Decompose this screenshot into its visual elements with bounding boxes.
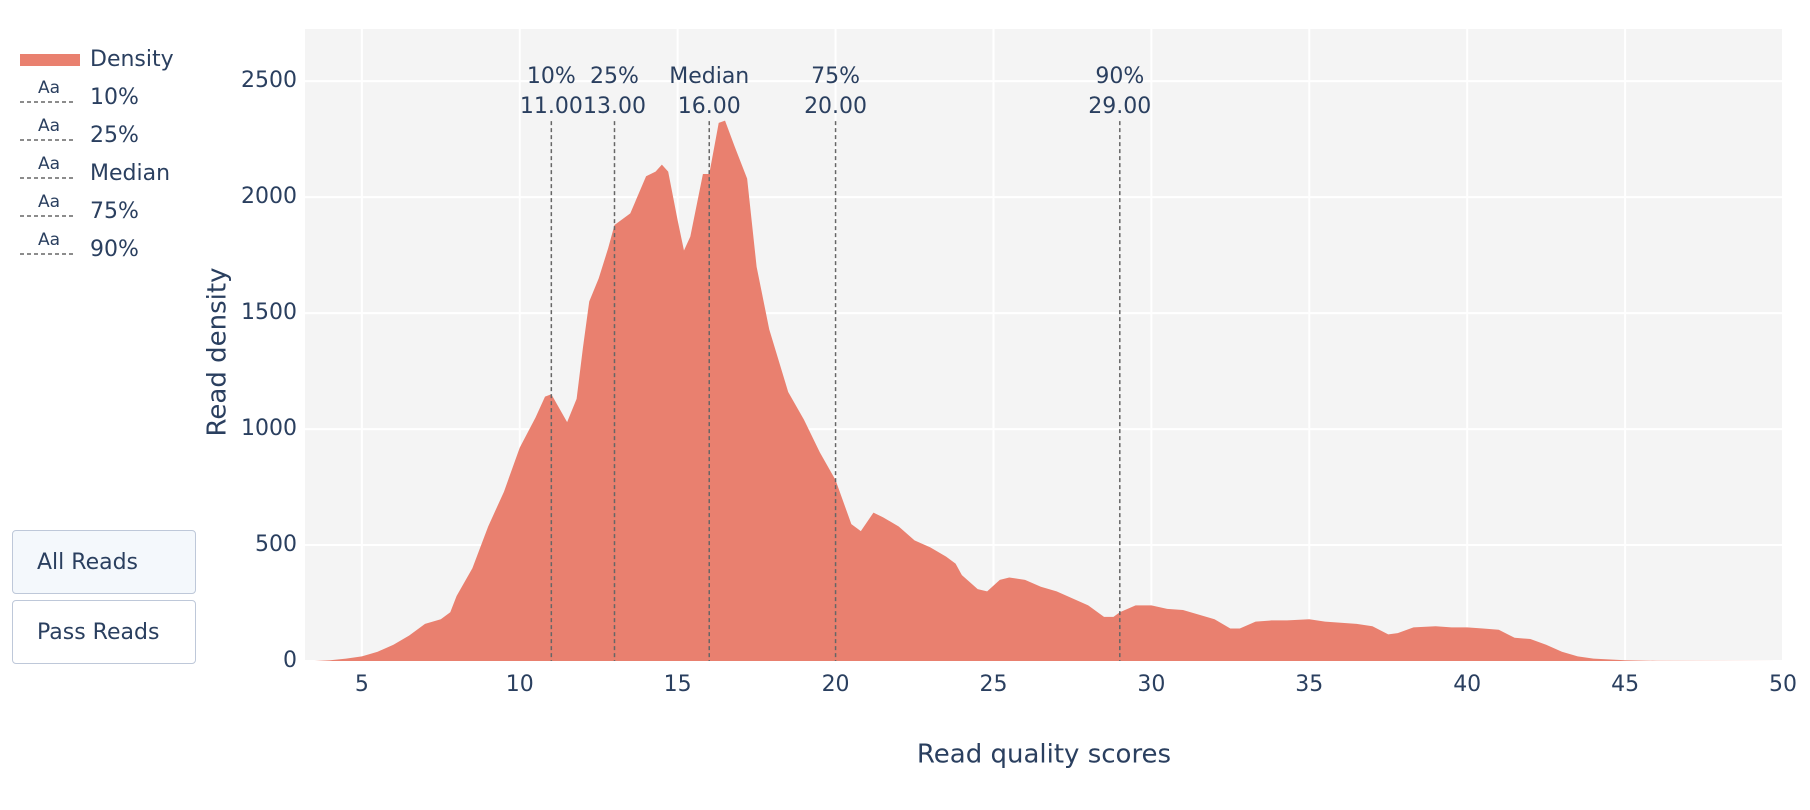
legend-symbol: Aa — [38, 116, 60, 136]
y-tick-label: 2000 — [241, 184, 297, 209]
button[interactable]: All Reads — [12, 530, 196, 594]
button[interactable]: Pass Reads — [12, 600, 196, 664]
x-tick-label: 40 — [1453, 672, 1481, 697]
y-axis-title: Read density — [203, 268, 233, 437]
quantile-value: 16.00 — [678, 94, 741, 119]
legend-symbol: Aa — [38, 192, 60, 212]
quantile-value: 13.00 — [583, 94, 646, 119]
y-tick-label: 0 — [283, 648, 297, 673]
legend-label: Median — [90, 161, 170, 186]
y-tick-label: 1500 — [241, 300, 297, 325]
legend-swatch — [20, 54, 80, 66]
legend-label: 75% — [90, 199, 139, 224]
quantile-value: 29.00 — [1088, 94, 1151, 119]
legend-label: 10% — [90, 85, 139, 110]
legend-label: Density — [90, 47, 174, 72]
legend-symbol: Aa — [38, 230, 60, 250]
y-tick-label: 2500 — [241, 68, 297, 93]
legend-label: 90% — [90, 237, 139, 262]
quantile-value: 20.00 — [804, 94, 867, 119]
quantile-name: 10% — [527, 64, 576, 89]
x-tick-label: 10 — [506, 672, 534, 697]
quantile-name: 25% — [590, 64, 639, 89]
x-tick-label: 25 — [979, 672, 1007, 697]
quantile-value: 11.00 — [520, 94, 583, 119]
x-tick-label: 15 — [664, 672, 692, 697]
x-tick-label: 20 — [822, 672, 850, 697]
legend-label: 25% — [90, 123, 139, 148]
legend-symbol: Aa — [38, 154, 60, 174]
x-axis-title: Read quality scores — [917, 740, 1171, 770]
quantile-name: 90% — [1095, 64, 1144, 89]
x-tick-label: 35 — [1295, 672, 1323, 697]
density-area — [314, 120, 1783, 661]
x-tick-label: 45 — [1611, 672, 1639, 697]
y-tick-label: 1000 — [241, 416, 297, 441]
x-tick-label: 5 — [355, 672, 369, 697]
x-tick-label: 50 — [1769, 672, 1797, 697]
quantile-name: 75% — [811, 64, 860, 89]
x-tick-label: 30 — [1137, 672, 1165, 697]
quantile-name: Median — [669, 64, 749, 89]
y-tick-label: 500 — [255, 532, 297, 557]
legend-symbol: Aa — [38, 78, 60, 98]
